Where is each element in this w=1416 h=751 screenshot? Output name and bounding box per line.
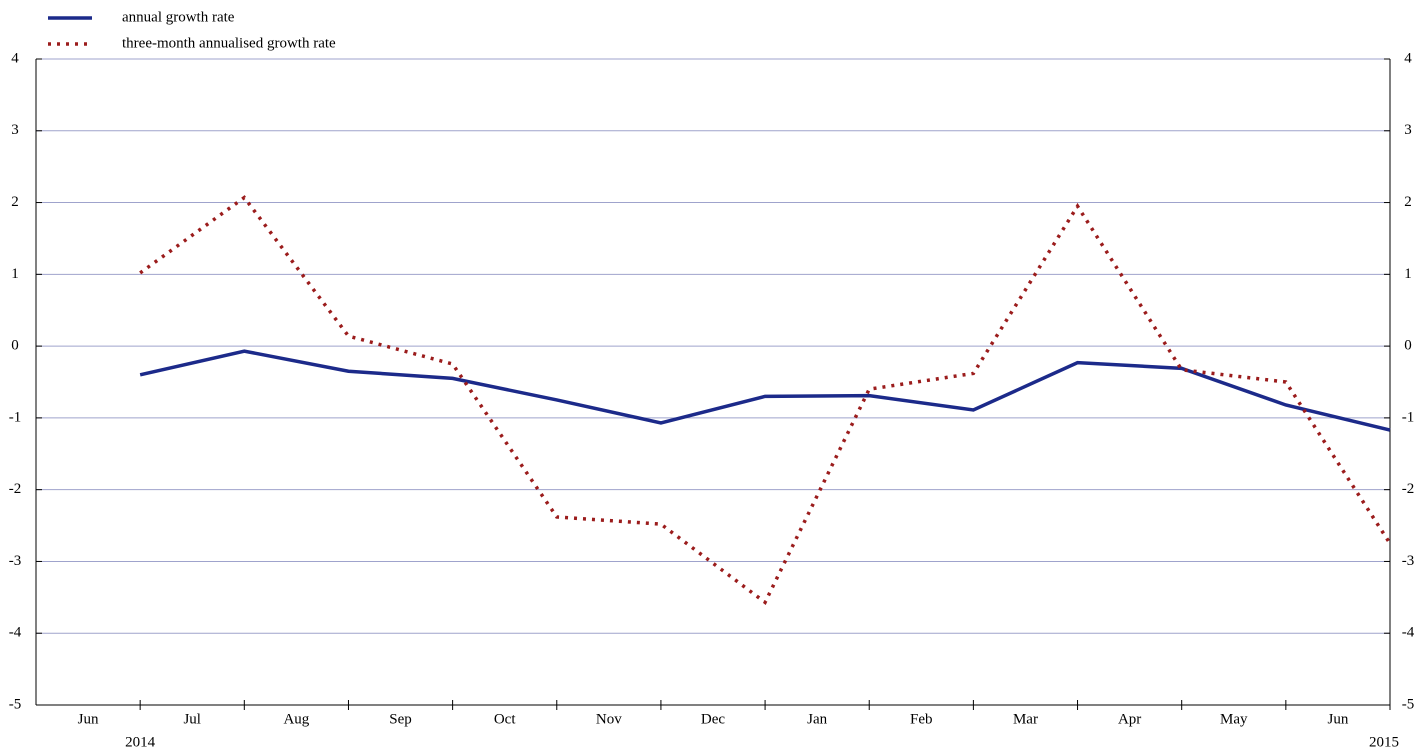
x-tick-label: Feb <box>910 711 933 727</box>
y-tick-label: 3 <box>11 122 19 138</box>
x-tick-label: Jul <box>183 711 201 727</box>
series-line <box>139 349 1391 432</box>
y2-tick-label: -3 <box>1402 553 1415 569</box>
y2-tick-label: 2 <box>1404 194 1412 210</box>
x-tick-label: Dec <box>701 711 725 727</box>
y2-tick-label: 0 <box>1404 338 1412 354</box>
x-tick-label: Mar <box>1013 711 1038 727</box>
x-tick-label: Jan <box>807 711 827 727</box>
year-label: 2014 <box>125 734 156 750</box>
x-tick-label: May <box>1220 711 1248 727</box>
y2-tick-label: -4 <box>1402 625 1415 641</box>
y2-tick-label: 4 <box>1404 50 1412 66</box>
y-tick-label: -2 <box>9 481 22 497</box>
y-tick-label: -3 <box>9 553 22 569</box>
legend-label: three-month annualised growth rate <box>122 35 336 51</box>
y-tick-label: -4 <box>9 625 22 641</box>
x-tick-label: Sep <box>389 711 412 727</box>
y-tick-label: 1 <box>11 266 19 282</box>
y2-tick-label: -5 <box>1402 696 1415 712</box>
x-tick-label: Jun <box>1328 711 1349 727</box>
y-tick-label: -1 <box>9 409 22 425</box>
y2-tick-label: 1 <box>1404 266 1412 282</box>
x-tick-label: Oct <box>494 711 516 727</box>
y2-tick-label: 3 <box>1404 122 1412 138</box>
series-line <box>139 195 1392 606</box>
y-tick-label: -5 <box>9 696 22 712</box>
x-tick-label: Aug <box>283 711 309 727</box>
y-tick-label: 0 <box>11 338 19 354</box>
y2-tick-label: -2 <box>1402 481 1415 497</box>
y2-tick-label: -1 <box>1402 409 1415 425</box>
y-tick-label: 2 <box>11 194 19 210</box>
x-tick-label: Nov <box>596 711 622 727</box>
legend-label: annual growth rate <box>122 9 235 25</box>
x-tick-label: Jun <box>78 711 99 727</box>
year-label: 2015 <box>1369 734 1399 750</box>
x-tick-label: Apr <box>1118 711 1141 727</box>
y-tick-label: 4 <box>11 50 19 66</box>
